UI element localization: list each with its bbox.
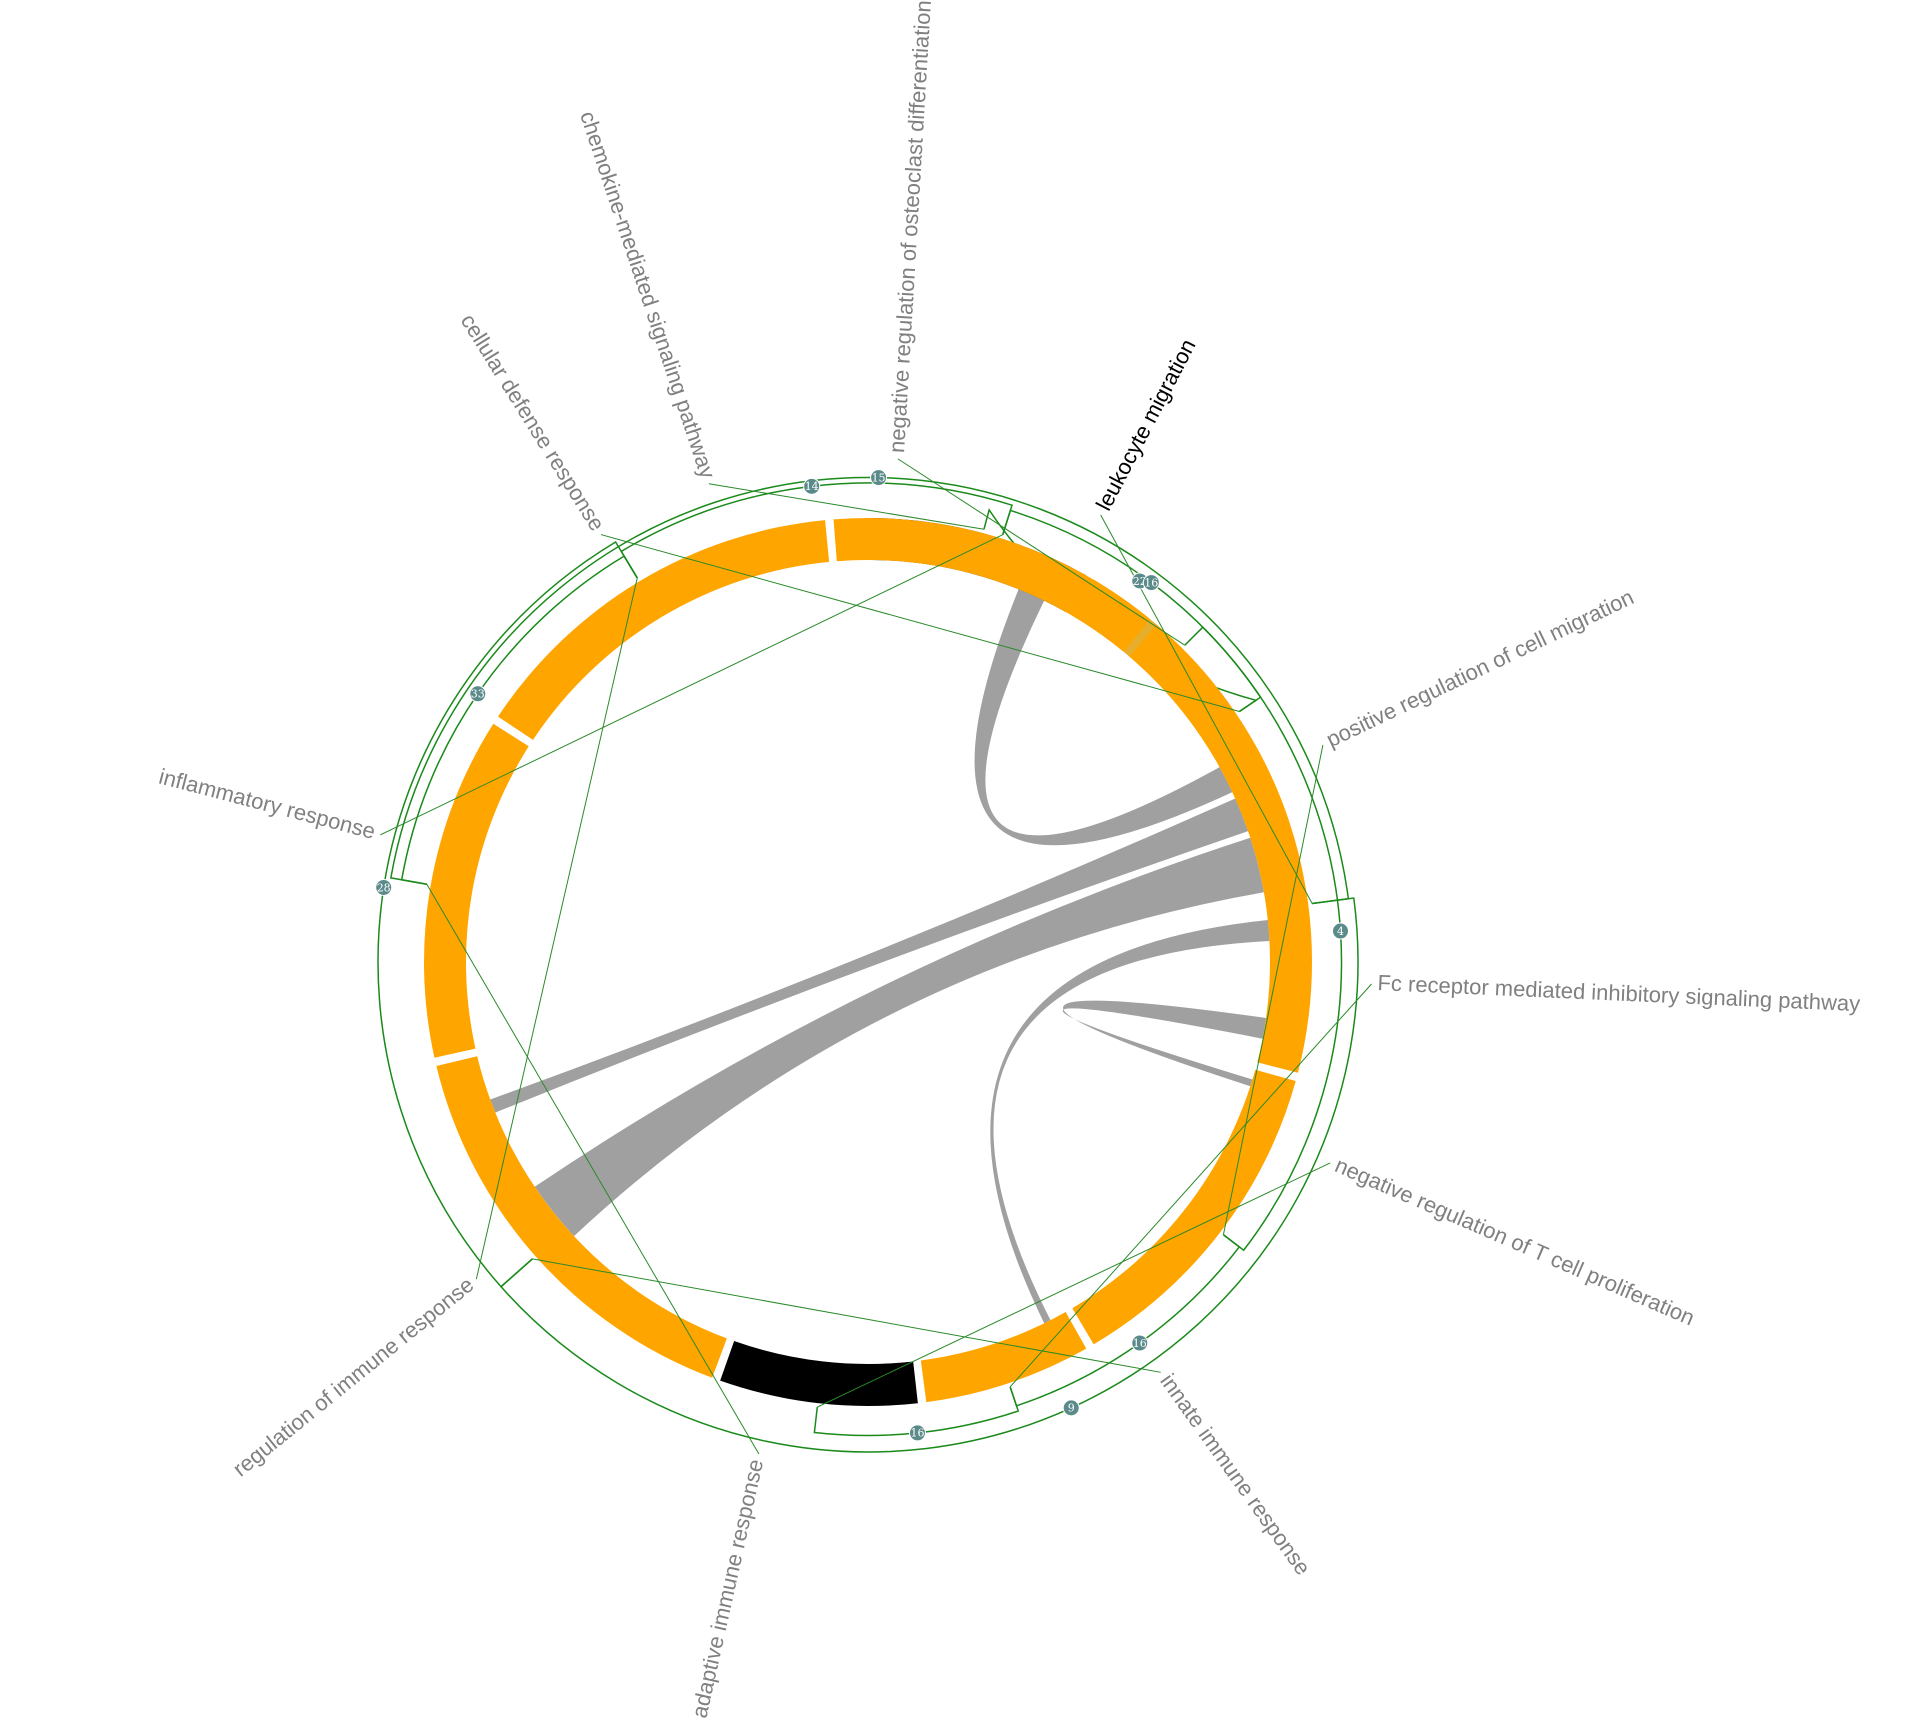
segment-celldefense[interactable] — [1129, 624, 1289, 835]
overlap-count: 9 — [1068, 1402, 1075, 1415]
overlap-count: 14 — [805, 480, 819, 493]
overlap-count-badge[interactable]: 16 — [1131, 1334, 1149, 1352]
overlap-count-badge[interactable]: 33 — [469, 685, 487, 703]
segment-innate[interactable] — [436, 1056, 727, 1378]
segment-fcreceptor[interactable] — [920, 1312, 1087, 1403]
badge-circle — [1131, 1334, 1149, 1352]
term-label-fcreceptor[interactable]: Fc receptor mediated inhibitory signalin… — [1377, 970, 1861, 1016]
ribbon[interactable] — [534, 837, 1264, 1237]
segment-regimmune[interactable] — [497, 520, 830, 740]
overlap-count: 16 — [1133, 1337, 1147, 1350]
label-leader — [1009, 983, 1372, 1388]
badge-circle — [375, 878, 393, 896]
term-label-chemokine[interactable]: chemokine-mediated signaling pathway — [575, 108, 720, 481]
term-label-innate[interactable]: innate immune response — [1155, 1369, 1315, 1580]
overlap-count-badge[interactable]: 16 — [908, 1424, 926, 1442]
labels-layer: chemokine-mediated signaling pathway nega… — [156, 0, 1860, 1720]
term-label-regimmune[interactable]: regulation of immune response — [228, 1272, 478, 1482]
segment-leukocyte[interactable] — [1218, 743, 1312, 1073]
label-leader — [817, 1162, 1331, 1408]
badge-circle — [1331, 922, 1349, 940]
term-label-leukocyte[interactable]: leukocyte migration — [1091, 335, 1201, 515]
overlap-count: 15 — [872, 471, 886, 484]
term-label-adaptive[interactable]: adaptive immune response — [687, 1457, 769, 1720]
overlap-count: 28 — [377, 881, 391, 894]
term-label-tcell[interactable]: negative regulation of T cell proliferat… — [1331, 1152, 1698, 1330]
ribbon[interactable] — [1062, 1000, 1267, 1087]
overlap-count-badge[interactable]: 28 — [375, 878, 393, 896]
segment-inflammatory[interactable] — [833, 518, 1151, 652]
segment-tcell[interactable] — [720, 1341, 918, 1406]
overlap-count: 4 — [1337, 925, 1344, 938]
overlap-count-badge[interactable]: 4 — [1331, 922, 1349, 940]
label-leader — [475, 577, 638, 1280]
term-label-inflammatory[interactable]: inflammatory response — [156, 764, 378, 844]
overlap-count-badge[interactable]: 15 — [870, 469, 888, 487]
label-leader — [708, 483, 985, 530]
badge-circle — [803, 477, 821, 495]
overlap-count-badge[interactable]: 16 — [1142, 574, 1160, 592]
label-leader — [380, 534, 1003, 836]
label-leader — [532, 1258, 1161, 1373]
badge-circle — [1142, 574, 1160, 592]
overlap-count-badge[interactable]: 9 — [1062, 1399, 1080, 1417]
badge-circle — [469, 685, 487, 703]
label-leader — [1222, 744, 1324, 1235]
overlap-count-badge[interactable]: 14 — [803, 477, 821, 495]
segment-poscellmig[interactable] — [1072, 1069, 1296, 1345]
overlap-count: 33 — [471, 688, 485, 701]
ribbon[interactable] — [490, 798, 1249, 1113]
badge-circle — [1062, 1399, 1080, 1417]
badge-circle — [870, 469, 888, 487]
term-label-celldefense[interactable]: cellular defense response — [456, 309, 610, 535]
segment-adaptive[interactable] — [424, 723, 529, 1058]
label-leader — [426, 883, 760, 1455]
label-leader — [897, 458, 1186, 646]
label-leader — [600, 534, 1240, 712]
ribbon[interactable] — [990, 919, 1270, 1324]
overlap-count: 16 — [1144, 576, 1158, 589]
term-label-osteoclast[interactable]: negative regulation of osteoclast differ… — [884, 0, 936, 454]
badge-circle — [908, 1424, 926, 1442]
segments-layer — [424, 518, 1312, 1406]
overlap-count: 16 — [910, 1427, 924, 1440]
ribbons-layer — [490, 589, 1270, 1324]
term-label-poscellmig[interactable]: positive regulation of cell migration — [1322, 584, 1637, 752]
